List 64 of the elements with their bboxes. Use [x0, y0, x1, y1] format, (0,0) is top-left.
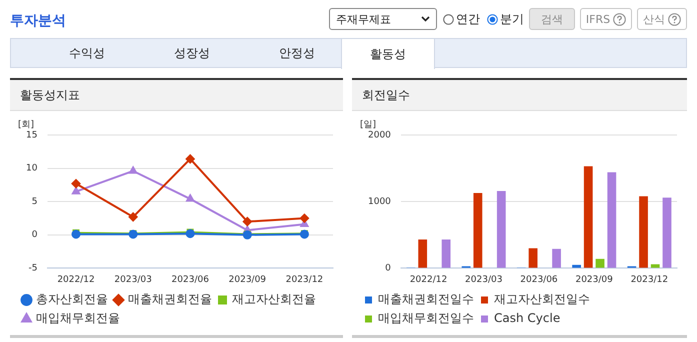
bar: [607, 172, 616, 268]
legend-label: 매입채무회전율: [36, 311, 120, 326]
point: [186, 154, 195, 164]
x-tick-label: 2023/03: [114, 274, 152, 285]
legend-label: 매출채권회전율: [128, 292, 212, 306]
point: [72, 179, 81, 188]
text: 산식: [643, 12, 665, 26]
legend-label: 총자산회전율: [36, 292, 108, 306]
text: IFRS: [586, 12, 610, 26]
point: [72, 230, 81, 239]
text: 성장성: [173, 45, 211, 62]
x-tick-label: 2023/03: [465, 274, 502, 285]
point: [186, 194, 194, 202]
text: 수익성: [68, 45, 106, 62]
y-tick-label: 2000: [368, 130, 392, 140]
text: 투자분석: [10, 12, 66, 30]
y-tick-label: -5: [28, 264, 38, 274]
text: 안정성: [278, 45, 316, 62]
x-tick-label: 2023/06: [172, 274, 210, 285]
point: [128, 212, 138, 222]
legend-label: 매출채권회전일수: [378, 292, 474, 306]
x-tick-label: 2022/12: [410, 274, 448, 285]
bar: [572, 264, 581, 268]
text: 활동성: [341, 39, 435, 69]
x-tick-label: 2023/06: [520, 274, 558, 285]
y-tick-label: 0: [32, 230, 38, 240]
bar: [442, 240, 451, 268]
x-tick-label: 2022/12: [57, 274, 95, 285]
point: [300, 214, 309, 223]
bar: [473, 192, 482, 268]
legend-label: 매입채무회전일수: [378, 311, 474, 326]
y-tick-label: 10: [26, 164, 38, 174]
bar: [528, 248, 538, 268]
bar: [650, 264, 660, 268]
bar: [584, 166, 593, 268]
y-tick-label: 15: [26, 130, 38, 140]
x-tick-label: 2023/12: [286, 274, 324, 285]
text: 연간: [456, 11, 480, 28]
bar: [418, 240, 428, 268]
bar: [639, 196, 648, 268]
y-tick-label: 0: [385, 264, 392, 274]
text: 분기: [500, 11, 524, 28]
legend-label: Cash Cycle: [494, 311, 560, 326]
point: [186, 229, 195, 238]
text: 주재무제표: [336, 12, 391, 26]
x-tick-label: 2023/12: [630, 274, 668, 285]
bar: [496, 190, 506, 268]
bar: [596, 258, 604, 268]
y-tick-label: 5: [32, 196, 38, 207]
legend-label: 재고자산회전율: [232, 292, 316, 306]
bar: [552, 248, 561, 268]
y-tick-label: 1000: [368, 196, 392, 207]
chart-title: 회전일수: [352, 80, 687, 111]
point: [72, 187, 80, 194]
x-tick-label: 2023/09: [575, 274, 614, 285]
text: 검색: [529, 8, 575, 30]
y-axis-title: [일]: [360, 119, 376, 130]
y-axis-title: [회]: [18, 119, 34, 131]
point: [242, 217, 252, 226]
bar: [662, 198, 672, 268]
chart-title: 활동성지표: [10, 80, 343, 111]
legend-label: 재고자산회전일수: [494, 292, 590, 306]
point: [129, 166, 138, 174]
x-tick-label: 2023/09: [228, 274, 266, 285]
